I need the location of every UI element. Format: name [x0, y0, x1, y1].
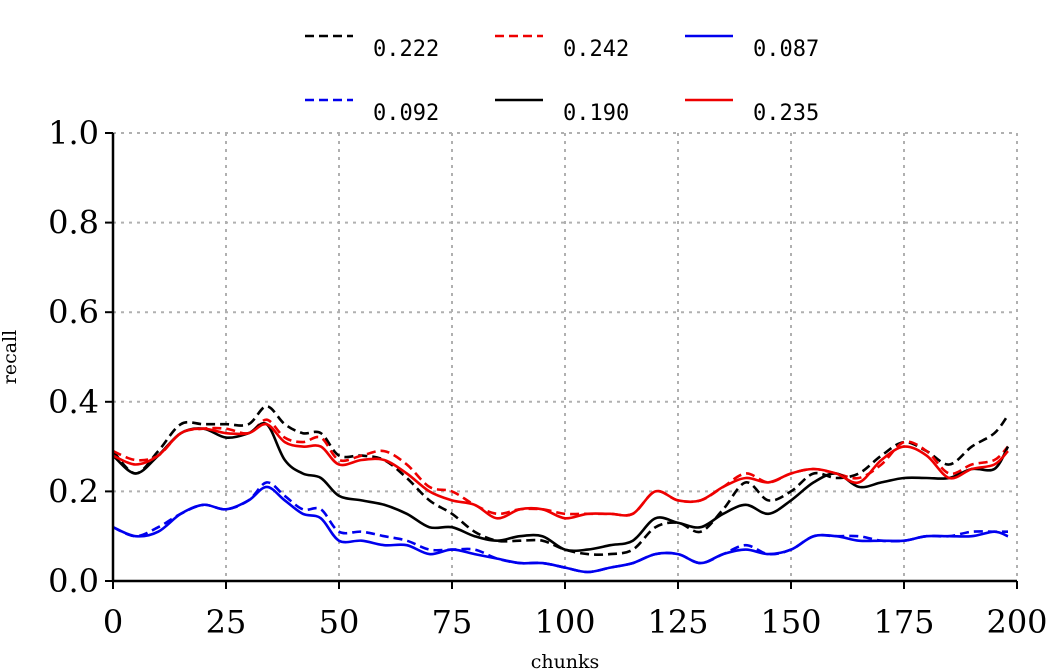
y-axis-label: recall — [0, 330, 21, 384]
legend-entry: 0.235 — [685, 98, 819, 126]
x-tick-label: 100 — [534, 603, 595, 641]
x-tick-label: 125 — [647, 603, 708, 641]
grid-lines — [113, 132, 1018, 581]
y-tick-label: 0.2 — [48, 472, 99, 510]
legend-label: 0.242 — [563, 37, 629, 62]
tick-labels: 0 25 50 75 100 125 150 175 200 0.0 0.2 0.4 0.6 0.8 1.0 — [48, 114, 1047, 641]
y-tick-label: 0.6 — [48, 293, 99, 331]
legend-label: 0.092 — [373, 101, 439, 126]
x-tick-label: 75 — [432, 603, 473, 641]
x-tick-label: 50 — [319, 603, 360, 641]
legend-entry: 0.222 — [305, 34, 439, 62]
series-line-3 — [112, 481, 1008, 574]
y-tick-label: 1.0 — [48, 114, 99, 152]
legend-label: 0.087 — [753, 37, 819, 62]
legend-entry: 0.242 — [495, 34, 629, 62]
x-tick-label: 150 — [760, 603, 821, 641]
series-line-1 — [112, 418, 1009, 517]
series-lines — [112, 405, 1010, 574]
legend-entry: 0.092 — [305, 98, 439, 126]
y-tick-label: 0.8 — [48, 204, 99, 242]
x-axis-label: chunks — [531, 651, 600, 672]
legend-entry: 0.087 — [685, 34, 819, 62]
legend-label: 0.222 — [373, 37, 439, 62]
series-line-0 — [112, 405, 1010, 556]
series-line-2 — [112, 485, 1009, 574]
y-tick-label: 0.4 — [48, 383, 99, 421]
legend-entry: 0.190 — [495, 98, 629, 126]
x-tick-label: 175 — [873, 603, 934, 641]
series-line-5 — [112, 422, 1009, 520]
legend-label: 0.190 — [563, 101, 629, 126]
x-tick-label: 25 — [206, 603, 247, 641]
x-tick-label: 0 — [103, 603, 123, 641]
legend: 0.222 0.242 0.087 0.092 0.190 0.235 — [305, 34, 819, 126]
x-tick-label: 200 — [986, 603, 1047, 641]
y-tick-label: 0.0 — [48, 562, 99, 600]
series-line-4 — [112, 421, 1010, 553]
legend-label: 0.235 — [753, 101, 819, 126]
